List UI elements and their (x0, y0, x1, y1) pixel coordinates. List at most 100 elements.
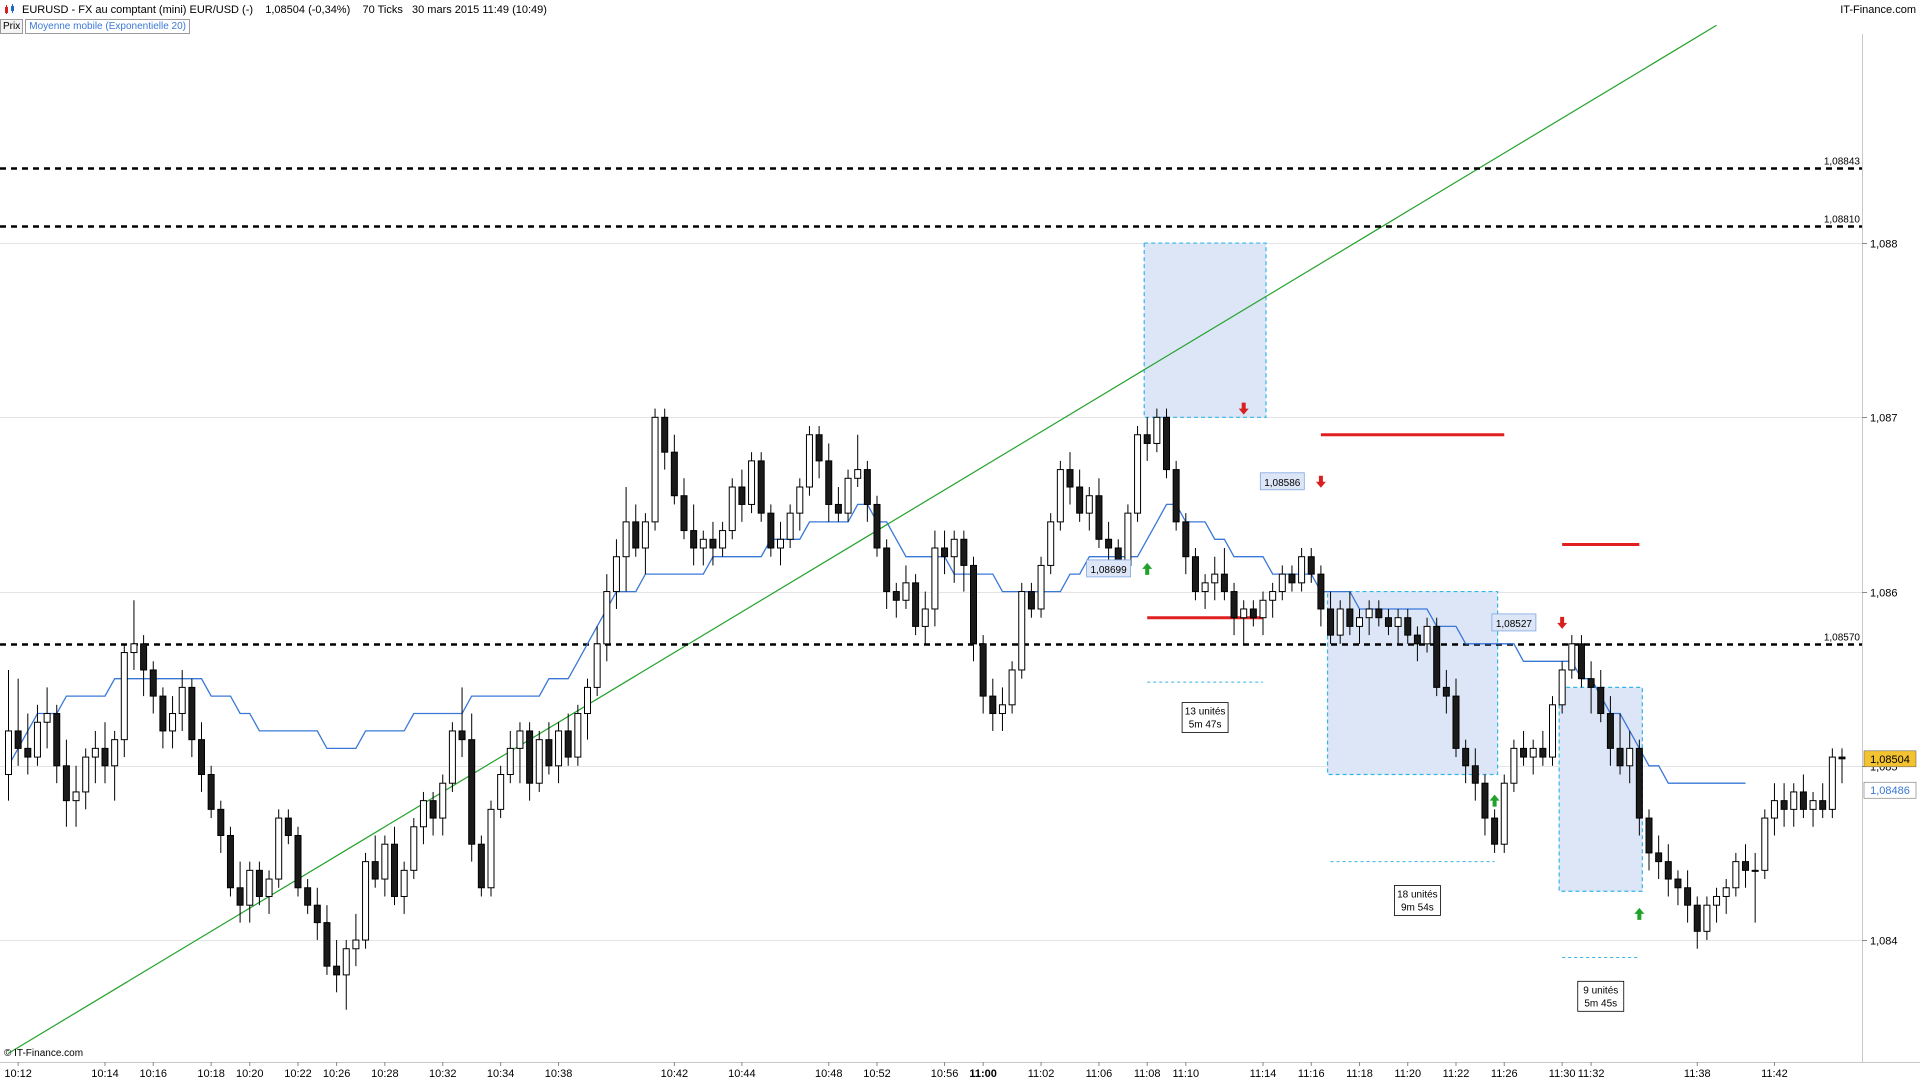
candle-body[interactable] (419, 800, 427, 828)
candle-body[interactable] (362, 861, 370, 941)
candle-body[interactable] (979, 643, 987, 697)
candle-body[interactable] (1626, 747, 1634, 767)
candle-body[interactable] (1587, 678, 1595, 688)
candle-body[interactable] (998, 704, 1006, 715)
candle-body[interactable] (516, 730, 524, 749)
arrow-up-icon[interactable] (1489, 794, 1500, 807)
candle-body[interactable] (101, 747, 109, 767)
candle-body[interactable] (284, 817, 292, 836)
candle-body[interactable] (699, 538, 707, 549)
candle-body[interactable] (323, 922, 331, 967)
candle-body[interactable] (43, 713, 51, 723)
candle-body[interactable] (555, 730, 563, 767)
candle-body[interactable] (564, 730, 572, 758)
candle-body[interactable] (912, 582, 920, 627)
candle-body[interactable] (1105, 538, 1113, 549)
candle-body[interactable] (1549, 704, 1556, 758)
candle-body[interactable] (381, 843, 389, 880)
candle-body[interactable] (468, 739, 476, 845)
candle-body[interactable] (892, 591, 900, 601)
candle-body[interactable] (719, 530, 727, 549)
candle-body[interactable] (1336, 608, 1344, 636)
candle-body[interactable] (1259, 599, 1267, 619)
candle-body[interactable] (1491, 817, 1499, 845)
candle-body[interactable] (1799, 791, 1807, 810)
candle-body[interactable] (1703, 904, 1711, 932)
candle-body[interactable] (1809, 800, 1817, 810)
candle-body[interactable] (1288, 573, 1296, 584)
candle-body[interactable] (448, 730, 456, 784)
candle-body[interactable] (1693, 904, 1701, 932)
candle-body[interactable] (149, 669, 157, 697)
candle-body[interactable] (950, 538, 958, 558)
candle-body[interactable] (1838, 756, 1846, 760)
candle-body[interactable] (1220, 573, 1228, 593)
candle-body[interactable] (275, 817, 283, 880)
candle-body[interactable] (1346, 608, 1354, 627)
candle-body[interactable] (921, 608, 929, 627)
candle-body[interactable] (33, 721, 41, 758)
candle-body[interactable] (207, 774, 215, 810)
candle-body[interactable] (690, 530, 698, 549)
candle-body[interactable] (1037, 564, 1045, 610)
candle-body[interactable] (1163, 416, 1170, 471)
candle-body[interactable] (1249, 608, 1257, 619)
candle-body[interactable] (1481, 782, 1489, 819)
candle-body[interactable] (169, 713, 177, 732)
candle-body[interactable] (1577, 643, 1585, 680)
candle-body[interactable] (1722, 887, 1730, 897)
candle-body[interactable] (584, 686, 591, 715)
candle-body[interactable] (130, 643, 138, 654)
candle-body[interactable] (342, 948, 350, 976)
candle-body[interactable] (767, 512, 775, 549)
candle-body[interactable] (62, 765, 70, 802)
candle-body[interactable] (1240, 608, 1248, 619)
candle-body[interactable] (834, 503, 842, 514)
candle-body[interactable] (670, 451, 678, 497)
candle-body[interactable] (14, 730, 22, 749)
candle-body[interactable] (1076, 486, 1084, 514)
candle-body[interactable] (333, 965, 341, 976)
candle-body[interactable] (1143, 434, 1151, 444)
candle-body[interactable] (1027, 591, 1035, 610)
candle-body[interactable] (593, 643, 601, 688)
indicator-legend-item[interactable]: Moyenne mobile (Exponentielle 20) (25, 19, 190, 34)
candle-body[interactable] (1404, 617, 1412, 636)
candle-body[interactable] (1384, 617, 1392, 627)
candle-body[interactable] (941, 547, 949, 558)
candle-body[interactable] (236, 887, 244, 906)
trendline[interactable] (8, 24, 1717, 1054)
candle-body[interactable] (111, 739, 119, 767)
candle-body[interactable] (1269, 591, 1277, 601)
candle-body[interactable] (91, 747, 99, 758)
arrow-down-icon[interactable] (1315, 475, 1326, 488)
candle-body[interactable] (313, 904, 321, 924)
candle-body[interactable] (1529, 747, 1537, 758)
candle-body[interactable] (1539, 747, 1547, 758)
price-tab[interactable]: Prix (0, 19, 24, 34)
candle-body[interactable] (748, 460, 756, 505)
candle-body[interactable] (1462, 747, 1470, 767)
candle-body[interactable] (815, 434, 823, 462)
candle-body[interactable] (1172, 469, 1180, 523)
candle-body[interactable] (1751, 869, 1759, 872)
candle-body[interactable] (178, 686, 186, 715)
arrow-down-icon[interactable] (1238, 402, 1249, 415)
candle-body[interactable] (680, 495, 688, 532)
candle-body[interactable] (902, 582, 910, 601)
candle-body[interactable] (1742, 861, 1749, 871)
candle-body[interactable] (1442, 686, 1450, 697)
candle-body[interactable] (1394, 617, 1402, 627)
candle-body[interactable] (1375, 608, 1383, 619)
candle-body[interactable] (825, 460, 833, 505)
candle-body[interactable] (1182, 521, 1190, 558)
candle-body[interactable] (53, 713, 61, 767)
candle-body[interactable] (1201, 582, 1209, 593)
candle-body[interactable] (429, 800, 437, 819)
candle-body[interactable] (1230, 591, 1238, 619)
candle-body[interactable] (931, 547, 939, 610)
candle-body[interactable] (410, 826, 418, 871)
candle-body[interactable] (1780, 800, 1788, 810)
candle-body[interactable] (1664, 861, 1672, 880)
